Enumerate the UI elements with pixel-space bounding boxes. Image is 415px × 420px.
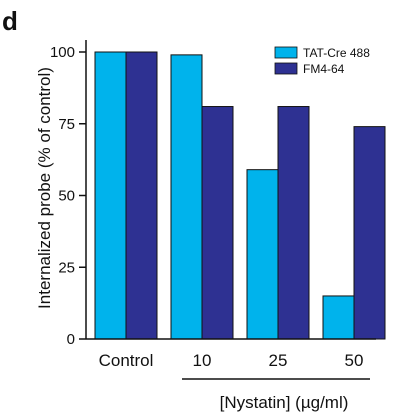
- x-tick-label: 50: [345, 351, 364, 370]
- axes-layer: [85, 40, 376, 340]
- y-tick-label: 100: [50, 44, 75, 61]
- bar-tat-cre-488-control: [94, 51, 127, 340]
- bars-layer: [94, 51, 386, 340]
- bar-fm4-64-10: [201, 106, 234, 340]
- bar-fm4-64-control: [125, 51, 158, 340]
- bar-fm4-64-25: [277, 106, 310, 340]
- y-ticks: 0 25 50 75 100: [50, 44, 86, 348]
- y-axis-label: Internalized probe (% of control): [35, 67, 54, 309]
- panel-letter: d: [2, 6, 18, 36]
- bar-fm4-64-50: [353, 126, 386, 340]
- y-tick-label: 75: [58, 116, 75, 133]
- x-tick-label: 25: [269, 351, 288, 370]
- bar-tat-cre-488-25: [246, 169, 279, 340]
- bar-tat-cre-488-50: [322, 295, 355, 340]
- y-tick-label: 0: [67, 331, 75, 348]
- x-tick-label: Control: [99, 351, 154, 370]
- legend-swatch: [274, 62, 298, 75]
- x-tick-label: 10: [193, 351, 212, 370]
- y-tick-label: 50: [58, 188, 75, 205]
- y-tick-label: 25: [58, 259, 75, 276]
- group-label: [Nystatin] (µg/ml): [220, 393, 349, 412]
- legend-swatch: [274, 46, 298, 59]
- legend-label: FM4-64: [303, 62, 345, 76]
- x-tick-labels: Control 10 25 50: [99, 351, 364, 370]
- legend: TAT-Cre 488 FM4-64: [274, 46, 370, 76]
- bar-tat-cre-488-10: [170, 54, 203, 340]
- legend-label: TAT-Cre 488: [303, 46, 370, 60]
